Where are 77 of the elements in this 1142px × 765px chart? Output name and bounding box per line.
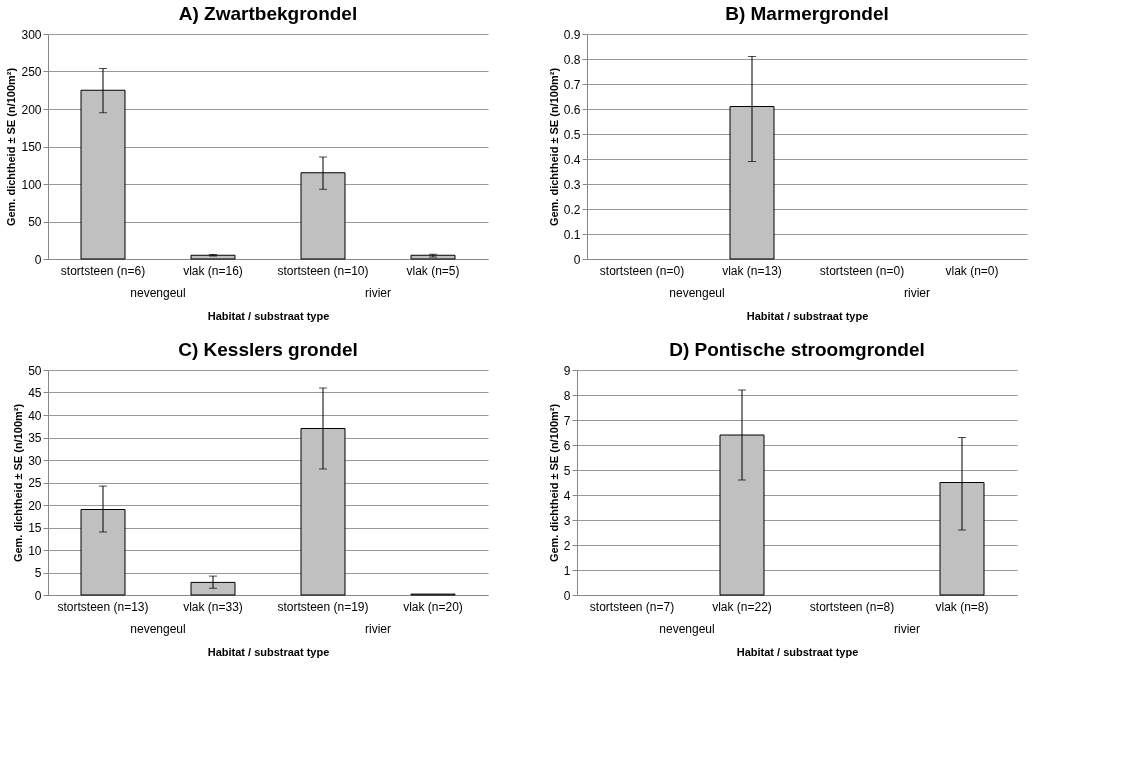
y-tick-label: 3	[563, 513, 571, 528]
y-tick-label: 0.4	[563, 152, 581, 167]
x-tick-label: stortsteen (n=0)	[599, 263, 685, 278]
y-tick-label: 25	[28, 476, 42, 490]
y-tick-label: 0.2	[563, 202, 581, 217]
bar	[190, 581, 236, 596]
text: rivier	[904, 286, 930, 300]
y-tick-label: 0.8	[563, 52, 581, 67]
y-tick-label: 15	[28, 521, 42, 535]
y-tick-label: 200	[21, 102, 42, 117]
y-tick-label: 40	[28, 408, 42, 423]
y-tick-label: 7	[563, 413, 571, 428]
x-tick-label: vlak (n=33)	[183, 599, 243, 614]
y-tick-label: 1	[563, 563, 571, 578]
text: nevengeul	[659, 622, 715, 636]
y-tick-label: 250	[21, 65, 42, 79]
x-axis-title: Habitat / substraat type	[746, 309, 869, 322]
y-axis-title: Gem. dichtheid ± SE (n/100m²)	[5, 67, 18, 227]
x-tick-label: stortsteen (n=7)	[589, 599, 675, 614]
x-axis-title: Habitat / substraat type	[207, 645, 330, 658]
x-tick-label: stortsteen (n=10)	[277, 263, 369, 278]
text: rivier	[894, 622, 920, 636]
y-axis-title: Gem. dichtheid ± SE (n/100m²)	[547, 67, 560, 227]
y-tick-label: 50	[28, 363, 42, 378]
bar	[410, 254, 456, 260]
y-tick-label: 10	[28, 543, 42, 558]
y-tick-label: 6	[563, 438, 571, 453]
y-tick-label: 300	[21, 27, 42, 42]
x-tick-label: stortsteen (n=0)	[819, 263, 905, 278]
y-tick-label: 100	[21, 177, 42, 192]
y-tick-label: 35	[28, 431, 42, 445]
y-tick-label: 20	[28, 498, 42, 513]
text: nevengeul	[130, 286, 186, 300]
x-tick-label: vlak (n=16)	[183, 263, 243, 278]
chart-title: B) Marmergrondel	[725, 3, 889, 24]
chart-title: C) Kesslers grondel	[178, 339, 358, 360]
text: nevengeul	[130, 622, 186, 636]
text: nevengeul	[669, 286, 725, 300]
y-axis-title: Gem. dichtheid ± SE (n/100m²)	[12, 403, 25, 563]
x-tick-label: stortsteen (n=19)	[277, 599, 369, 614]
x-tick-label: vlak (n=13)	[722, 263, 782, 278]
x-tick-label: vlak (n=5)	[406, 263, 460, 278]
y-tick-label: 0.7	[563, 77, 581, 92]
y-tick-label: 8	[563, 388, 571, 403]
y-tick-label: 0.9	[563, 27, 581, 42]
y-tick-label: 50	[28, 215, 42, 229]
chart-title: D) Pontische stroomgrondel	[669, 339, 925, 360]
x-tick-label: stortsteen (n=6)	[60, 263, 146, 278]
y-tick-label: 4	[563, 488, 571, 503]
x-tick-label: vlak (n=0)	[945, 263, 999, 278]
chart-title: A) Zwartbekgrondel	[178, 3, 358, 24]
y-tick-label: 2	[563, 538, 571, 553]
y-tick-label: 45	[28, 386, 42, 400]
y-axis-title: Gem. dichtheid ± SE (n/100m²)	[547, 403, 560, 563]
y-tick-label: 0.6	[563, 102, 581, 117]
x-axis-title: Habitat / substraat type	[736, 645, 859, 658]
x-tick-label: vlak (n=22)	[712, 599, 772, 614]
y-tick-label: 150	[21, 140, 42, 154]
y-tick-label: 30	[28, 453, 42, 468]
x-tick-label: vlak (n=20)	[403, 599, 463, 614]
text: rivier	[365, 622, 391, 636]
y-tick-label: 0	[34, 252, 42, 267]
y-tick-label: 0.3	[563, 177, 581, 192]
x-tick-label: stortsteen (n=8)	[809, 599, 895, 614]
bar	[190, 254, 236, 260]
y-tick-label: 0.1	[563, 227, 581, 242]
y-tick-label: 0	[573, 252, 581, 267]
y-tick-label: 5	[563, 463, 571, 478]
x-tick-label: stortsteen (n=13)	[57, 599, 149, 614]
y-tick-label: 9	[563, 363, 571, 378]
y-tick-label: 0	[563, 588, 571, 603]
y-tick-label: 0	[34, 588, 42, 603]
y-tick-label: 5	[34, 566, 42, 580]
x-axis-title: Habitat / substraat type	[207, 309, 330, 322]
text: rivier	[365, 286, 391, 300]
x-tick-label: vlak (n=8)	[935, 599, 989, 614]
y-tick-label: 0.5	[563, 127, 581, 142]
